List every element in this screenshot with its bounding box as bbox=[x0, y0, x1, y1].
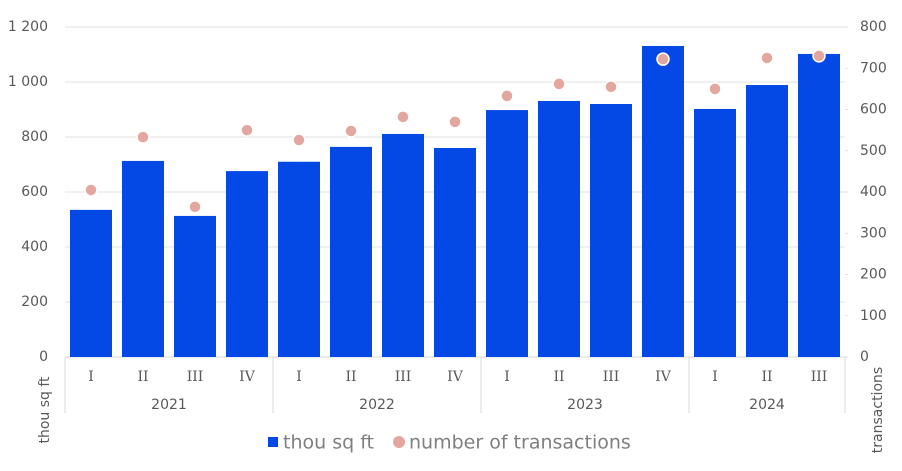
dot bbox=[708, 82, 722, 96]
y-tick-label: 0 bbox=[39, 349, 48, 365]
y2-tick-label: 0 bbox=[860, 349, 869, 365]
legend-label: number of transactions bbox=[409, 432, 631, 454]
y-tick-label: 1 200 bbox=[8, 19, 48, 35]
dot bbox=[188, 200, 202, 214]
dot bbox=[448, 115, 462, 129]
x-tick-label: I bbox=[296, 369, 302, 385]
x-tick-label: I bbox=[712, 369, 718, 385]
y-tick-label: 800 bbox=[21, 129, 48, 145]
x-tick-label: I bbox=[88, 369, 94, 385]
group-label: 2023 bbox=[567, 397, 603, 413]
dot bbox=[760, 51, 774, 65]
bar bbox=[70, 209, 112, 357]
group-label: 2024 bbox=[749, 397, 785, 413]
dot bbox=[240, 123, 254, 137]
y2-tick-label: 800 bbox=[860, 19, 887, 35]
bar bbox=[538, 100, 580, 357]
x-tick-label: IV bbox=[239, 369, 256, 385]
legend-swatch bbox=[268, 437, 278, 447]
y2-tick-label: 400 bbox=[860, 184, 887, 200]
x-tick-label: II bbox=[345, 369, 356, 385]
bar bbox=[278, 161, 320, 357]
dot bbox=[292, 133, 306, 147]
legend-label: thou sq ft bbox=[283, 432, 374, 454]
y2-tick-label: 600 bbox=[860, 102, 887, 118]
y2-tick-label: 700 bbox=[860, 60, 887, 76]
legend-swatch bbox=[393, 436, 406, 448]
x-tick-label: I bbox=[504, 369, 510, 385]
dot bbox=[552, 77, 566, 91]
bar bbox=[642, 45, 684, 357]
x-tick-label: III bbox=[395, 369, 412, 385]
bar bbox=[434, 148, 476, 357]
x-tick-label: III bbox=[187, 369, 204, 385]
y-tick-label: 200 bbox=[21, 294, 48, 310]
dot bbox=[136, 130, 150, 144]
bar bbox=[486, 110, 528, 357]
bar bbox=[590, 104, 632, 357]
bar bbox=[382, 133, 424, 357]
dot bbox=[84, 183, 98, 197]
y-tick-label: 1 000 bbox=[8, 74, 48, 90]
y2-tick-label: 200 bbox=[860, 267, 887, 283]
bar bbox=[694, 108, 736, 357]
bar bbox=[226, 171, 268, 357]
bar bbox=[174, 215, 216, 357]
y2-tick-label: 300 bbox=[860, 225, 887, 241]
dot bbox=[344, 124, 358, 138]
x-tick-label: IV bbox=[655, 369, 672, 385]
x-tick-label: II bbox=[761, 369, 772, 385]
y2-tick-label: 500 bbox=[860, 143, 887, 159]
bar bbox=[122, 160, 164, 357]
group-label: 2021 bbox=[151, 397, 187, 413]
y2-axis-title: transactions bbox=[870, 367, 886, 453]
x-tick-label: II bbox=[137, 369, 148, 385]
x-tick-label: IV bbox=[447, 369, 464, 385]
x-tick-label: II bbox=[553, 369, 564, 385]
x-tick-label: III bbox=[811, 369, 828, 385]
group-label: 2022 bbox=[359, 397, 395, 413]
x-tick-label: III bbox=[603, 369, 620, 385]
y-axis-title: thou sq ft bbox=[37, 376, 53, 444]
bar bbox=[798, 53, 840, 357]
y-tick-label: 600 bbox=[21, 184, 48, 200]
dot bbox=[396, 110, 410, 124]
y2-tick-label: 100 bbox=[860, 308, 887, 324]
dot bbox=[812, 49, 826, 63]
dot bbox=[656, 52, 670, 66]
dot bbox=[500, 89, 514, 103]
bar bbox=[746, 85, 788, 358]
dot bbox=[604, 80, 618, 94]
y-tick-label: 400 bbox=[21, 239, 48, 255]
bar bbox=[330, 146, 372, 357]
